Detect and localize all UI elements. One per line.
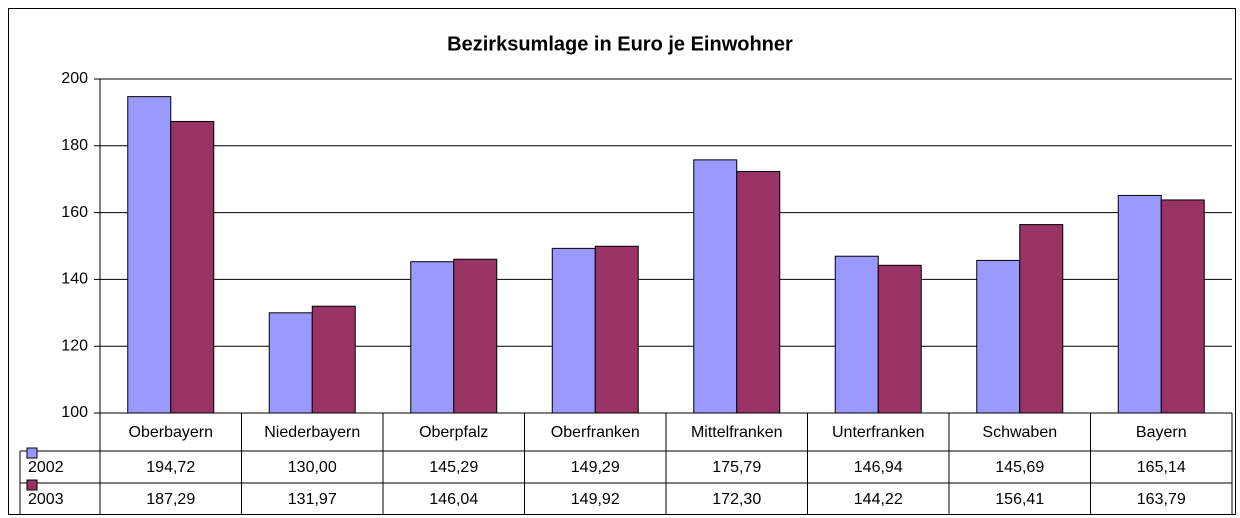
x-tick-label: Oberpfalz bbox=[419, 424, 488, 441]
y-tick-label: 140 bbox=[61, 271, 88, 288]
x-tick-label: Unterfranken bbox=[832, 424, 925, 441]
table-value: 146,94 bbox=[854, 459, 903, 476]
bar bbox=[736, 171, 781, 414]
table-value: 145,29 bbox=[429, 459, 478, 476]
bar bbox=[976, 259, 1021, 414]
table-value: 144,22 bbox=[854, 491, 903, 508]
bar bbox=[127, 96, 172, 414]
table-value: 175,79 bbox=[712, 459, 761, 476]
table-value: 131,97 bbox=[288, 491, 337, 508]
legend-swatch bbox=[26, 447, 38, 459]
table-value: 165,14 bbox=[1137, 459, 1186, 476]
bar bbox=[410, 261, 455, 414]
table-value: 146,04 bbox=[429, 491, 478, 508]
bar bbox=[1117, 194, 1162, 414]
table-value: 145,69 bbox=[995, 459, 1044, 476]
legend-label: 2003 bbox=[28, 491, 64, 508]
bar bbox=[311, 305, 356, 414]
bar bbox=[453, 258, 498, 414]
table-value: 130,00 bbox=[288, 459, 337, 476]
table-value: 187,29 bbox=[146, 491, 195, 508]
bar bbox=[877, 264, 922, 414]
bar bbox=[1019, 224, 1064, 414]
bar bbox=[1160, 199, 1205, 414]
chart-title: Bezirksumlage in Euro je Einwohner bbox=[447, 33, 793, 55]
legend-swatch bbox=[26, 479, 38, 491]
x-tick-label: Schwaben bbox=[982, 424, 1057, 441]
table-value: 156,41 bbox=[995, 491, 1044, 508]
bar bbox=[268, 312, 313, 414]
x-tick-label: Mittelfranken bbox=[691, 424, 783, 441]
table-value: 163,79 bbox=[1137, 491, 1186, 508]
y-tick-label: 180 bbox=[61, 137, 88, 154]
y-tick-label: 160 bbox=[61, 204, 88, 221]
x-tick-label: Niederbayern bbox=[264, 424, 360, 441]
table-value: 194,72 bbox=[146, 459, 195, 476]
y-tick-label: 120 bbox=[61, 337, 88, 354]
bar bbox=[551, 247, 596, 414]
table-value: 172,30 bbox=[712, 491, 761, 508]
table-value: 149,92 bbox=[571, 491, 620, 508]
bar bbox=[170, 120, 215, 414]
x-tick-label: Bayern bbox=[1136, 424, 1187, 441]
table-value: 149,29 bbox=[571, 459, 620, 476]
y-tick-label: 100 bbox=[61, 404, 88, 421]
y-tick-label: 200 bbox=[61, 70, 88, 87]
bar bbox=[594, 245, 639, 414]
bar bbox=[834, 255, 879, 414]
legend-label: 2002 bbox=[28, 459, 64, 476]
bar bbox=[693, 159, 738, 414]
x-tick-label: Oberfranken bbox=[551, 424, 640, 441]
x-tick-label: Oberbayern bbox=[129, 424, 214, 441]
